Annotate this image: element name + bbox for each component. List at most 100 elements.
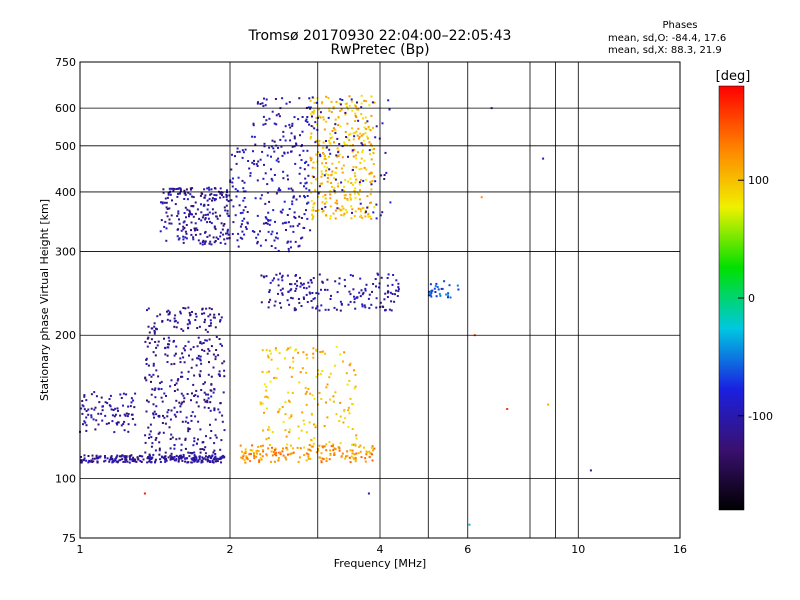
echo-point — [305, 452, 308, 455]
echo-point — [385, 171, 388, 174]
echo-point — [187, 191, 190, 194]
echo-point — [379, 301, 382, 304]
echo-point — [355, 154, 357, 157]
echo-point — [163, 201, 166, 204]
echo-point — [190, 221, 193, 224]
echo-point — [386, 277, 389, 279]
echo-point — [179, 187, 182, 190]
echo-point — [300, 305, 303, 307]
echo-point — [366, 206, 369, 209]
echo-point — [206, 208, 209, 211]
echo-point — [223, 223, 226, 225]
echo-point — [261, 150, 264, 153]
echo-point — [182, 241, 185, 244]
echo-point — [437, 288, 440, 291]
echo-point — [188, 428, 191, 430]
echo-point — [299, 276, 301, 279]
echo-point — [334, 391, 337, 394]
echo-point — [189, 348, 192, 351]
echo-point — [359, 450, 362, 453]
echo-point — [285, 435, 288, 438]
echo-point — [213, 194, 216, 196]
echo-point — [201, 348, 204, 351]
echo-point — [329, 190, 332, 193]
echo-point — [370, 143, 373, 146]
echo-point — [265, 217, 268, 220]
echo-point — [321, 162, 324, 165]
echo-point — [286, 151, 289, 154]
echo-point — [125, 456, 128, 459]
echo-point — [207, 348, 210, 351]
echo-point — [226, 230, 229, 233]
echo-point — [269, 219, 272, 222]
echo-point — [176, 321, 179, 324]
echo-point — [204, 381, 206, 384]
echo-point — [177, 210, 180, 213]
echo-point — [329, 449, 332, 452]
echo-point — [211, 208, 214, 211]
echo-point — [186, 208, 189, 211]
echo-point — [312, 352, 315, 355]
echo-point — [394, 293, 396, 296]
echo-point — [122, 404, 124, 407]
echo-point — [263, 383, 266, 386]
echo-point — [307, 448, 310, 451]
echo-point — [281, 293, 284, 296]
echo-point — [306, 121, 309, 123]
echo-point — [182, 347, 185, 350]
echo-point — [445, 293, 448, 296]
echo-point — [344, 209, 347, 211]
echo-point — [356, 134, 359, 137]
echo-point — [153, 416, 155, 419]
echo-point — [294, 290, 297, 292]
echo-point — [293, 137, 296, 140]
echo-point — [314, 426, 317, 429]
echo-point — [119, 393, 122, 396]
echo-point — [315, 451, 318, 454]
echo-point — [340, 455, 343, 458]
echo-point — [316, 123, 318, 126]
x-tick-label: 1 — [77, 543, 84, 556]
echo-point — [341, 205, 344, 208]
echo-point — [350, 402, 353, 405]
echo-point — [189, 187, 192, 190]
echo-point — [241, 179, 244, 182]
echo-point — [338, 449, 341, 452]
echo-point — [234, 188, 237, 191]
echo-point — [203, 312, 206, 315]
echo-point — [273, 376, 276, 379]
echo-point — [259, 244, 262, 247]
echo-point — [280, 145, 283, 148]
echo-point — [181, 459, 184, 462]
echo-point — [325, 140, 327, 142]
echo-point — [207, 315, 210, 318]
echo-point — [287, 240, 290, 243]
echo-point — [272, 451, 275, 454]
echo-point — [208, 460, 211, 462]
echo-point — [200, 219, 203, 222]
echo-point — [103, 460, 106, 463]
echo-point — [222, 391, 225, 394]
echo-point — [325, 449, 328, 452]
echo-point — [364, 122, 367, 125]
echo-point — [360, 142, 363, 145]
echo-point — [268, 370, 271, 373]
echo-point — [315, 210, 317, 212]
echo-point — [166, 318, 169, 321]
echo-point — [351, 150, 354, 153]
echo-point — [168, 222, 171, 225]
echo-point — [277, 113, 280, 116]
echo-point — [357, 207, 360, 210]
echo-point — [261, 102, 264, 105]
echo-point — [169, 385, 172, 388]
echo-point — [429, 294, 432, 297]
echo-point — [196, 442, 198, 445]
echo-point — [293, 215, 296, 218]
echo-point — [144, 451, 147, 454]
echo-point — [323, 202, 326, 205]
echo-point — [101, 409, 104, 412]
echo-point — [156, 344, 159, 347]
echo-point — [194, 455, 197, 458]
echo-point — [246, 211, 249, 213]
echo-point — [218, 338, 221, 340]
